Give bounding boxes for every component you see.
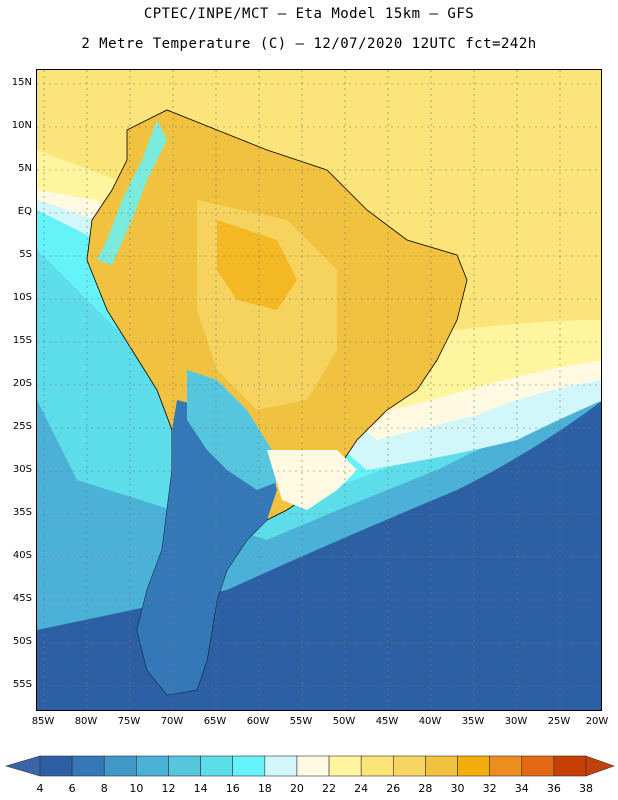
lat-label-10n: 10N bbox=[11, 120, 32, 131]
lon-label-35w: 35W bbox=[461, 716, 485, 727]
lat-label-35s: 35S bbox=[12, 507, 32, 518]
colorbar-swatch bbox=[264, 755, 298, 777]
lon-label-30w: 30W bbox=[504, 716, 528, 727]
colorbar-tick-label: 16 bbox=[225, 782, 240, 795]
temperature-colorbar bbox=[0, 748, 618, 800]
colorbar-swatch bbox=[103, 755, 137, 777]
southern-brazil-mild bbox=[267, 450, 357, 510]
interior-hot bbox=[217, 220, 297, 310]
lat-label-15s: 15S bbox=[12, 335, 32, 346]
colorbar-swatch bbox=[553, 755, 587, 777]
lat-label-20s: 20S bbox=[12, 378, 32, 389]
colorbar-swatch bbox=[360, 755, 394, 777]
lon-label-80w: 80W bbox=[74, 716, 98, 727]
colorbar-tick-label: 10 bbox=[129, 782, 144, 795]
colorbar-tick-label: 32 bbox=[482, 782, 497, 795]
lat-label-25s: 25S bbox=[12, 421, 32, 432]
colorbar-swatch bbox=[168, 755, 201, 777]
colorbar-tick-label: 14 bbox=[193, 782, 208, 795]
colorbar-swatch bbox=[232, 755, 266, 777]
lon-label-65w: 65W bbox=[203, 716, 227, 727]
colorbar-tick-label: 12 bbox=[161, 782, 176, 795]
colorbar-swatch bbox=[489, 755, 523, 777]
lat-label-5n: 5N bbox=[18, 163, 32, 174]
colorbar-swatch bbox=[136, 755, 169, 777]
colorbar-tick-label: 18 bbox=[257, 782, 272, 795]
colorbar-tick-label: 8 bbox=[100, 782, 108, 795]
colorbar-tick-label: 28 bbox=[418, 782, 433, 795]
lat-label-10s: 10S bbox=[12, 292, 32, 303]
colorbar-tick-label: 24 bbox=[354, 782, 369, 795]
colorbar-swatch bbox=[71, 755, 105, 777]
lon-label-55w: 55W bbox=[289, 716, 313, 727]
lon-label-85w: 85W bbox=[31, 716, 55, 727]
colorbar-tick-label: 36 bbox=[546, 782, 561, 795]
lat-label-5s: 5S bbox=[19, 249, 32, 260]
temperature-map bbox=[36, 69, 602, 711]
colorbar-swatch bbox=[392, 755, 426, 777]
title-line-2: 2 Metre Temperature (C) – 12/07/2020 12U… bbox=[81, 36, 537, 52]
lat-label-eq: EQ bbox=[17, 206, 32, 217]
colorbar-swatch bbox=[457, 755, 490, 777]
lon-label-50w: 50W bbox=[332, 716, 356, 727]
lat-label-15n: 15N bbox=[11, 77, 32, 88]
lon-label-45w: 45W bbox=[375, 716, 399, 727]
andes-cool-zone bbox=[187, 370, 282, 490]
lon-label-60w: 60W bbox=[246, 716, 270, 727]
lon-label-70w: 70W bbox=[160, 716, 184, 727]
lat-label-45s: 45S bbox=[12, 593, 32, 604]
colorbar-swatch bbox=[200, 755, 234, 777]
lat-label-50s: 50S bbox=[12, 636, 32, 647]
lon-label-25w: 25W bbox=[547, 716, 571, 727]
colorbar-tick-label: 38 bbox=[579, 782, 593, 795]
colorbar-tick-label: 4 bbox=[36, 782, 44, 795]
colorbar-swatch bbox=[521, 755, 555, 777]
colorbar-tick-label: 34 bbox=[514, 782, 529, 795]
colorbar-tick-label: 22 bbox=[322, 782, 337, 795]
title-line-1: CPTEC/INPE/MCT – Eta Model 15km – GFS bbox=[143, 6, 475, 22]
northern-andes-cool bbox=[97, 120, 167, 265]
lon-label-20w: 20W bbox=[585, 716, 609, 727]
lat-label-40s: 40S bbox=[12, 550, 32, 561]
colorbar-tick-label: 30 bbox=[450, 782, 465, 795]
colorbar-tick-label: 26 bbox=[386, 782, 401, 795]
colorbar-swatch bbox=[328, 755, 362, 777]
colorbar-swatch bbox=[39, 755, 73, 777]
lat-label-55s: 55S bbox=[12, 679, 32, 690]
colorbar-tick-label: 20 bbox=[289, 782, 304, 795]
colorbar-high-arrow bbox=[585, 755, 615, 777]
lon-label-75w: 75W bbox=[117, 716, 141, 727]
colorbar-low-arrow bbox=[4, 755, 41, 777]
colorbar-swatch bbox=[425, 755, 458, 777]
lon-label-40w: 40W bbox=[418, 716, 442, 727]
graticule bbox=[37, 70, 601, 710]
colorbar-tick-label: 6 bbox=[68, 782, 76, 795]
lat-label-30s: 30S bbox=[12, 464, 32, 475]
colorbar-swatch bbox=[296, 755, 330, 777]
